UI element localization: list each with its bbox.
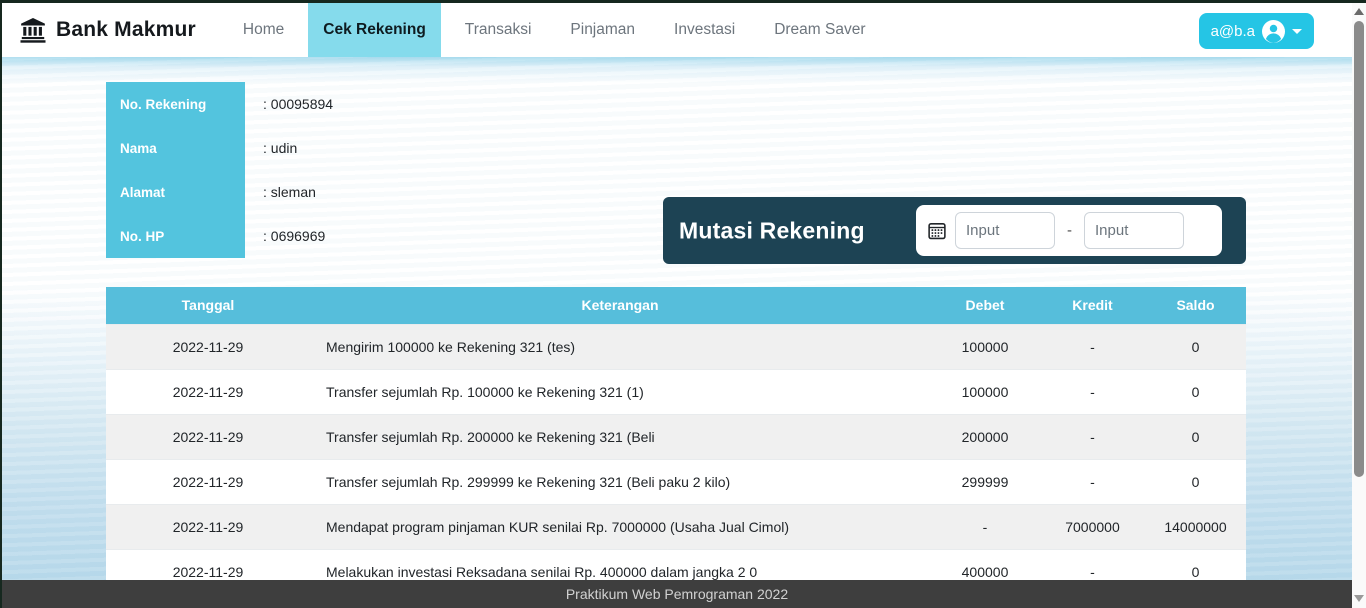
address-label: Alamat — [106, 170, 245, 214]
cell-debet: 200000 — [930, 413, 1040, 459]
table-row: 2022-11-29 Mendapat program pinjaman KUR… — [106, 503, 1246, 549]
header-keterangan: Keterangan — [310, 287, 930, 324]
mutasi-title: Mutasi Rekening — [679, 217, 865, 243]
address-value: : sleman — [263, 184, 316, 200]
cell-saldo: 0 — [1145, 323, 1246, 369]
cell-kredit: 7000000 — [1040, 503, 1145, 549]
date-range-box: - — [916, 205, 1222, 256]
nav-item-pinjaman[interactable]: Pinjaman — [570, 21, 636, 38]
scroll-down-arrow-icon[interactable] — [1354, 595, 1364, 602]
table-header-row: Tanggal Keterangan Debet Kredit Saldo — [106, 287, 1246, 324]
cell-saldo: 0 — [1145, 368, 1246, 414]
cell-kredit: - — [1040, 413, 1145, 459]
brand-title: Bank Makmur — [56, 18, 196, 41]
scroll-up-arrow-icon[interactable] — [1354, 8, 1364, 15]
header-tanggal: Tanggal — [106, 287, 310, 324]
nav-item-home[interactable]: Home — [242, 21, 285, 38]
mutasi-rekening-panel: Mutasi Rekening - — [663, 197, 1246, 264]
cell-keterangan: Transfer sejumlah Rp. 299999 ke Rekening… — [310, 458, 930, 504]
phone-label: No. HP — [106, 214, 245, 258]
caret-down-icon — [1292, 28, 1302, 34]
account-info-panel: No. Rekening : 00095894 Nama : udin Alam… — [106, 82, 485, 258]
cell-tanggal: 2022-11-29 — [106, 458, 310, 504]
date-to-input[interactable] — [1084, 212, 1184, 249]
table-row: 2022-11-29 Transfer sejumlah Rp. 200000 … — [106, 413, 1246, 459]
cell-debet: 100000 — [930, 368, 1040, 414]
nav-list: Home Cek Rekening Transaksi Pinjaman Inv… — [228, 3, 890, 57]
window-left-edge — [0, 0, 2, 608]
cell-tanggal: 2022-11-29 — [106, 413, 310, 459]
mutasi-table: Tanggal Keterangan Debet Kredit Saldo 20… — [106, 287, 1246, 594]
bank-icon — [20, 17, 46, 43]
table-row: 2022-11-29 Transfer sejumlah Rp. 100000 … — [106, 368, 1246, 414]
calendar-icon — [928, 222, 946, 239]
user-email-label: a@b.a — [1210, 22, 1255, 40]
cell-saldo: 0 — [1145, 413, 1246, 459]
page-footer: Praktikum Web Pemrograman 2022 — [2, 580, 1352, 608]
account-number-value: : 00095894 — [263, 96, 334, 112]
cell-saldo: 14000000 — [1145, 503, 1246, 549]
date-range-separator: - — [1067, 222, 1072, 239]
scrollbar-thumb[interactable] — [1354, 21, 1364, 477]
nav-item-dream-saver[interactable]: Dream Saver — [774, 21, 866, 38]
vertical-scrollbar[interactable] — [1352, 0, 1366, 608]
table-row: 2022-11-29 Transfer sejumlah Rp. 299999 … — [106, 458, 1246, 504]
nav-item-investasi[interactable]: Investasi — [674, 21, 736, 38]
cell-tanggal: 2022-11-29 — [106, 368, 310, 414]
cell-kredit: - — [1040, 368, 1145, 414]
name-value: : udin — [263, 140, 298, 156]
cell-debet: 299999 — [930, 458, 1040, 504]
table-row: 2022-11-29 Mengirim 100000 ke Rekening 3… — [106, 323, 1246, 369]
cell-tanggal: 2022-11-29 — [106, 503, 310, 549]
brand[interactable]: Bank Makmur — [2, 3, 196, 57]
cell-keterangan: Mendapat program pinjaman KUR senilai Rp… — [310, 503, 930, 549]
header-debet: Debet — [930, 287, 1040, 324]
header-saldo: Saldo — [1145, 287, 1246, 324]
header-kredit: Kredit — [1040, 287, 1145, 324]
top-navbar: Bank Makmur Home Cek Rekening Transaksi … — [2, 3, 1352, 57]
date-from-input[interactable] — [955, 212, 1055, 249]
nav-item-cek-rekening[interactable]: Cek Rekening — [308, 3, 441, 57]
cell-keterangan: Transfer sejumlah Rp. 200000 ke Rekening… — [310, 413, 930, 459]
phone-value: : 0696969 — [263, 228, 326, 244]
cell-kredit: - — [1040, 458, 1145, 504]
user-account-dropdown-button[interactable]: a@b.a — [1198, 13, 1314, 49]
person-circle-icon — [1262, 19, 1285, 43]
cell-debet: - — [930, 503, 1040, 549]
window-top-edge — [0, 0, 1366, 3]
account-number-label: No. Rekening — [106, 82, 245, 126]
name-label: Nama — [106, 126, 245, 170]
nav-item-transaksi[interactable]: Transaksi — [464, 21, 532, 38]
cell-tanggal: 2022-11-29 — [106, 323, 310, 369]
cell-keterangan: Transfer sejumlah Rp. 100000 ke Rekening… — [310, 368, 930, 414]
cell-debet: 100000 — [930, 323, 1040, 369]
footer-text: Praktikum Web Pemrograman 2022 — [565, 586, 789, 602]
cell-kredit: - — [1040, 323, 1145, 369]
cell-keterangan: Mengirim 100000 ke Rekening 321 (tes) — [310, 323, 930, 369]
cell-saldo: 0 — [1145, 458, 1246, 504]
